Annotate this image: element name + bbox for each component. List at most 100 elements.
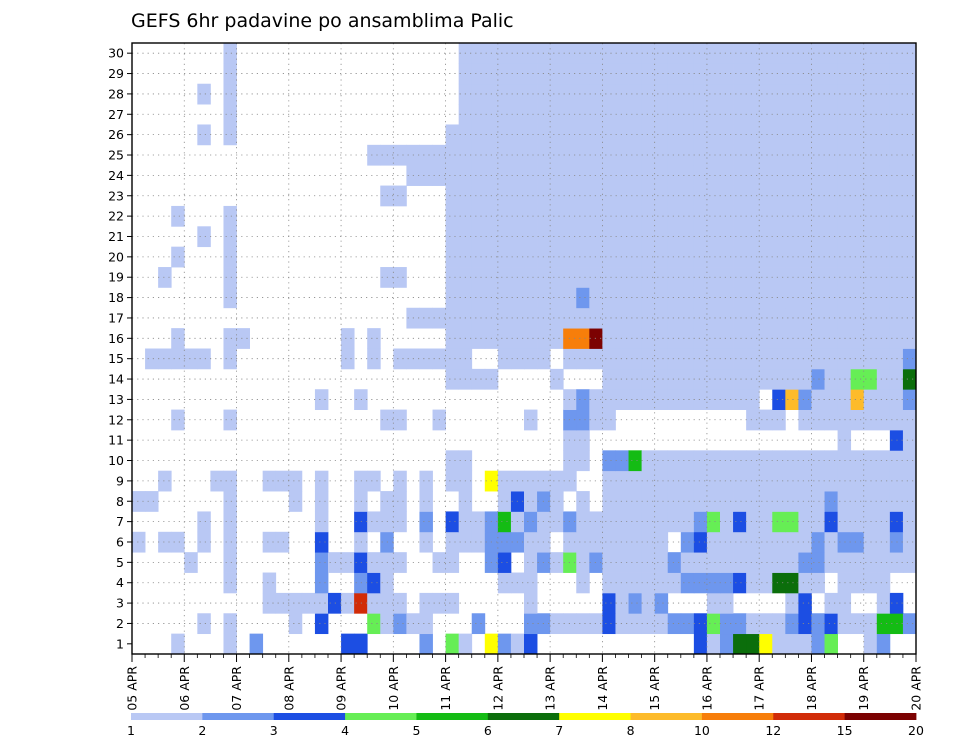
heatmap-cell — [393, 144, 407, 166]
heatmap-cell — [733, 328, 747, 349]
heatmap-cell — [785, 83, 799, 105]
heatmap-cell — [785, 531, 799, 553]
heatmap-cell — [876, 450, 891, 472]
heatmap-cell — [576, 267, 590, 288]
heatmap-cell — [902, 83, 917, 105]
y-tick-label: 11 — [108, 433, 124, 448]
x-tick-label: 07 APR — [229, 666, 244, 711]
heatmap-cell — [720, 389, 734, 410]
heatmap-cell — [811, 450, 825, 472]
heatmap-cell — [589, 104, 603, 125]
heatmap-cell — [759, 43, 773, 64]
heatmap-cell — [746, 389, 760, 410]
heatmap-cell — [680, 348, 695, 370]
heatmap-cell — [811, 165, 825, 186]
legend-swatch — [701, 713, 774, 720]
heatmap-cell — [876, 185, 891, 207]
heatmap-cell — [706, 450, 721, 472]
heatmap-cell — [615, 287, 629, 309]
heatmap-cell — [824, 43, 838, 64]
heatmap-cell — [693, 43, 708, 64]
x-axis: 05 APR 06 APR 07 APR 08 APR 09 APR 10 APR 11 A… — [125, 654, 924, 711]
x-tick-label: 11 APR — [438, 666, 453, 711]
heatmap-cell — [419, 348, 433, 370]
heatmap-cell — [902, 511, 917, 533]
heatmap-cell — [746, 307, 760, 329]
heatmap-cell — [589, 552, 603, 573]
heatmap-cell — [824, 83, 838, 105]
heatmap-cell — [693, 450, 708, 472]
heatmap-cell — [641, 124, 656, 146]
heatmap-cell — [641, 491, 656, 512]
heatmap-cell — [628, 267, 642, 288]
heatmap-cell — [589, 348, 603, 370]
heatmap-cell — [524, 491, 538, 512]
heatmap-cell — [615, 389, 629, 410]
heatmap-cell — [628, 368, 642, 390]
heatmap-cell — [746, 83, 760, 105]
heatmap-cell — [628, 205, 642, 227]
heatmap-cell — [210, 470, 224, 492]
heatmap-cell — [759, 307, 773, 329]
heatmap-cell — [733, 470, 747, 492]
heatmap-cell — [706, 104, 721, 125]
heatmap-cell — [641, 144, 656, 166]
heatmap-cell — [589, 43, 603, 64]
heatmap-cell — [223, 63, 237, 85]
heatmap-cell — [615, 246, 629, 268]
heatmap-cell — [367, 144, 381, 166]
heatmap-cell — [850, 368, 865, 390]
heatmap-cell — [445, 511, 460, 533]
heatmap-cell — [641, 552, 656, 573]
heatmap-cell — [497, 328, 512, 349]
heatmap-cell — [680, 328, 695, 349]
heatmap-cell — [602, 572, 616, 594]
heatmap-cell — [615, 165, 629, 186]
heatmap-cell — [876, 83, 891, 105]
heatmap-cell — [641, 185, 656, 207]
heatmap-cell — [628, 450, 642, 472]
heatmap-cell — [497, 267, 512, 288]
heatmap-cell — [733, 124, 747, 146]
heatmap-cell — [902, 205, 917, 227]
heatmap-cell — [576, 613, 590, 635]
heatmap-cell — [772, 368, 786, 390]
heatmap-cell — [419, 633, 433, 655]
heatmap-cell — [197, 613, 211, 635]
heatmap-cell — [615, 226, 629, 248]
heatmap-cell — [759, 450, 773, 472]
heatmap-cell — [667, 491, 682, 512]
heatmap-cell — [720, 633, 734, 655]
heatmap-cell — [576, 348, 590, 370]
heatmap-cell — [641, 531, 656, 553]
heatmap-cell — [367, 470, 381, 492]
heatmap-cell — [223, 409, 237, 431]
heatmap-cell — [902, 368, 917, 390]
heatmap-cell — [445, 328, 460, 349]
heatmap-cell — [824, 63, 838, 85]
heatmap-cell — [693, 470, 708, 492]
heatmap-cell — [628, 470, 642, 492]
heatmap-cell — [589, 144, 603, 166]
heatmap-cell — [628, 389, 642, 410]
heatmap-cell — [445, 267, 460, 288]
heatmap-cell — [550, 470, 564, 492]
heatmap-cell — [811, 43, 825, 64]
x-tick-label: 20 APR — [909, 666, 924, 711]
heatmap-cell — [667, 368, 682, 390]
heatmap-cell — [785, 267, 799, 288]
heatmap-cell — [641, 613, 656, 635]
heatmap-cell — [811, 124, 825, 146]
heatmap-cell — [798, 287, 812, 309]
heatmap-cell — [602, 267, 616, 288]
heatmap-cell — [798, 348, 812, 370]
heatmap-cell — [458, 633, 473, 655]
heatmap-cell — [706, 491, 721, 512]
heatmap-cell — [837, 429, 852, 451]
heatmap-cell — [589, 511, 603, 533]
heatmap-cell — [550, 491, 564, 512]
heatmap-cell — [393, 613, 407, 635]
heatmap-cell — [837, 246, 852, 268]
heatmap-cell — [667, 572, 682, 594]
heatmap-cell — [628, 63, 642, 85]
